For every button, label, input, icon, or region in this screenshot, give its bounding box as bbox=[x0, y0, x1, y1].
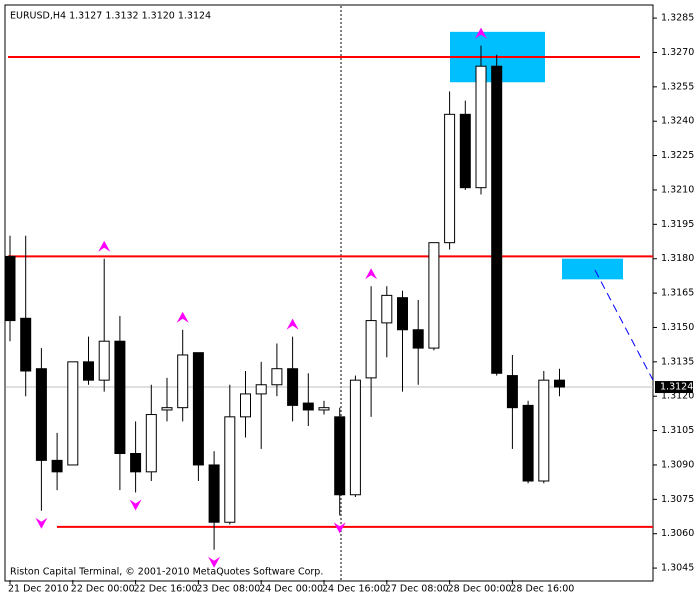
y-tick-label: 1.3060 bbox=[661, 528, 694, 539]
candle-body bbox=[240, 393, 251, 418]
x-tick-label: 21 Dec 2010 bbox=[8, 584, 69, 595]
candle-body bbox=[554, 379, 565, 388]
trendline bbox=[594, 269, 654, 381]
price-box bbox=[655, 381, 693, 394]
candle-body bbox=[271, 368, 283, 386]
candle-body bbox=[67, 361, 79, 466]
fractal-up bbox=[176, 311, 189, 323]
candle-body bbox=[161, 407, 173, 411]
candle-body bbox=[51, 459, 63, 473]
candle-body bbox=[475, 65, 487, 189]
candle-body bbox=[83, 361, 94, 381]
x-tick-label: 22 Dec 16:00 bbox=[134, 584, 198, 595]
price-label: 1.3124 bbox=[660, 382, 693, 393]
candle-body bbox=[145, 414, 157, 473]
y-tick-label: 1.3195 bbox=[661, 219, 694, 230]
candle-body bbox=[287, 368, 299, 406]
y-tick-label: 1.3150 bbox=[661, 322, 694, 333]
y-tick-label: 1.3090 bbox=[661, 459, 694, 470]
candle-body bbox=[4, 255, 16, 322]
fractal-up bbox=[286, 318, 299, 330]
chart-title: EURUSD,H4 1.3127 1.3132 1.3120 1.3124 bbox=[10, 11, 211, 22]
y-tick-label: 1.3135 bbox=[661, 356, 694, 367]
y-tick-label: 1.3120 bbox=[661, 391, 694, 402]
candle-body bbox=[412, 329, 424, 349]
candle-body bbox=[365, 320, 377, 379]
y-tick-label: 1.3210 bbox=[661, 184, 694, 195]
candle-body bbox=[491, 65, 503, 374]
x-tick-label: 23 Dec 08:00 bbox=[196, 584, 260, 595]
candle-body bbox=[114, 340, 126, 455]
x-tick-label: 22 Dec 00:00 bbox=[71, 584, 135, 595]
y-tick-label: 1.3240 bbox=[661, 116, 694, 127]
candle-body bbox=[334, 416, 346, 496]
plot-frame bbox=[4, 4, 654, 582]
x-tick-label: 24 Dec 00:00 bbox=[259, 584, 323, 595]
candle-body bbox=[428, 242, 440, 349]
candle-body bbox=[318, 407, 330, 411]
candle-body bbox=[444, 113, 456, 244]
candle-body bbox=[130, 453, 142, 473]
candle-body bbox=[192, 352, 204, 466]
candle-body bbox=[20, 317, 32, 372]
y-tick-label: 1.3180 bbox=[661, 253, 694, 264]
fractal-up bbox=[475, 27, 487, 39]
x-tick-label: 28 Dec 00:00 bbox=[448, 584, 512, 595]
fractal-down bbox=[208, 556, 221, 568]
y-tick-label: 1.3225 bbox=[661, 150, 694, 161]
candle-body bbox=[177, 354, 189, 409]
x-tick-label: 27 Dec 08:00 bbox=[385, 584, 449, 595]
y-tick-label: 1.3165 bbox=[661, 288, 694, 299]
fractal-up bbox=[365, 268, 378, 280]
candle-body bbox=[522, 404, 534, 482]
candle-body bbox=[35, 368, 47, 461]
candle-body bbox=[397, 297, 408, 331]
footer: Riston Capital Terminal, © 2001-2010 Met… bbox=[10, 567, 323, 578]
x-tick-label: 28 Dec 16:00 bbox=[510, 584, 574, 595]
candle-body bbox=[459, 113, 471, 189]
candle-body bbox=[302, 402, 314, 411]
candle-body bbox=[98, 340, 110, 381]
candle-body bbox=[349, 379, 361, 496]
candle-body bbox=[208, 464, 220, 523]
y-tick-label: 1.3285 bbox=[661, 13, 694, 24]
y-tick-label: 1.3270 bbox=[661, 47, 694, 58]
fractal-down bbox=[129, 499, 142, 511]
candle-body bbox=[506, 375, 518, 409]
y-tick-label: 1.3255 bbox=[661, 81, 694, 92]
fractal-down bbox=[333, 522, 346, 534]
candle-body bbox=[538, 379, 550, 482]
zone bbox=[562, 258, 623, 280]
y-tick-label: 1.3075 bbox=[661, 494, 694, 505]
candle-body bbox=[224, 416, 236, 523]
y-tick-label: 1.3105 bbox=[661, 425, 694, 436]
candle-body bbox=[255, 384, 267, 395]
fractal-down bbox=[35, 517, 48, 529]
x-tick-label: 24 Dec 16:00 bbox=[322, 584, 386, 595]
fractal-up bbox=[98, 240, 111, 252]
candle-body bbox=[381, 294, 393, 324]
y-tick-label: 1.3045 bbox=[661, 563, 694, 574]
